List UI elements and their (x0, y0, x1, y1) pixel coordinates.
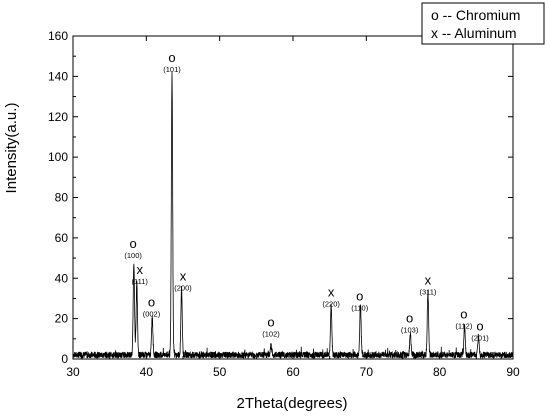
y-tick-label: 40 (55, 271, 69, 285)
peak-marker-chromium: o (267, 315, 274, 330)
y-tick-label: 20 (55, 312, 69, 326)
peak-hkl-label: (311) (419, 287, 436, 296)
peak-marker-aluminum: x (136, 262, 143, 277)
x-tick-label: 30 (66, 365, 80, 379)
peak-marker-aluminum: x (328, 284, 335, 299)
legend-box (421, 2, 545, 45)
peak-hkl-label: (201) (471, 334, 489, 343)
legend-entry-chromium: o -- Chromium (431, 7, 520, 23)
peak-hkl-label: (200) (174, 283, 192, 292)
xrd-pattern-line (72, 71, 514, 360)
peak-marker-chromium: o (356, 288, 363, 303)
y-tick-label: 140 (48, 69, 68, 83)
x-tick-label: 50 (213, 365, 227, 379)
x-tick-label: 60 (286, 365, 300, 379)
y-tick-label: 60 (55, 231, 69, 245)
peak-hkl-label: (103) (401, 326, 419, 335)
peak-marker-chromium: o (148, 295, 155, 310)
peak-hkl-label: (112) (455, 322, 472, 331)
peak-marker-chromium: o (406, 311, 413, 326)
peak-marker-chromium: o (460, 307, 467, 322)
y-tick-label: 80 (55, 191, 69, 205)
x-axis-title: 2Theta(degrees) (237, 395, 348, 412)
peak-marker-aluminum: x (425, 272, 432, 287)
legend: o -- Chromium x -- Aluminum (421, 2, 545, 45)
peak-marker-chromium: o (130, 236, 137, 251)
series-layer (72, 71, 514, 360)
peak-hkl-label: (101) (163, 65, 181, 74)
peak-marker-chromium: o (168, 50, 175, 65)
y-axis-title: Intensity(a.u.) (3, 103, 20, 194)
x-tick-label: 90 (506, 365, 520, 379)
peak-hkl-label: (102) (262, 330, 280, 339)
y-tick-label: 120 (48, 110, 68, 124)
y-tick-label: 100 (48, 150, 68, 164)
y-tick-label: 0 (61, 352, 68, 366)
peak-marker-aluminum: x (180, 268, 187, 283)
legend-entry-aluminum: x -- Aluminum (431, 25, 517, 41)
peak-hkl-label: (002) (143, 310, 161, 319)
peak-hkl-label: (110) (351, 303, 368, 312)
x-tick-label: 70 (360, 365, 374, 379)
peak-annotations: o(100)x(111)o(002)o(101)x(200)o(102)x(22… (124, 50, 489, 342)
peak-hkl-label: (111) (132, 277, 149, 286)
x-tick-label: 80 (433, 365, 447, 379)
axes: 30 40 50 60 70 80 90 0 20 40 60 80 100 120 140 160 (48, 29, 520, 379)
x-tick-label: 40 (140, 365, 154, 379)
y-tick-label: 160 (48, 29, 68, 43)
peak-hkl-label: (220) (322, 299, 340, 308)
peak-marker-chromium: o (476, 319, 483, 334)
plot-frame (72, 35, 514, 360)
peak-hkl-label: (100) (124, 251, 142, 260)
